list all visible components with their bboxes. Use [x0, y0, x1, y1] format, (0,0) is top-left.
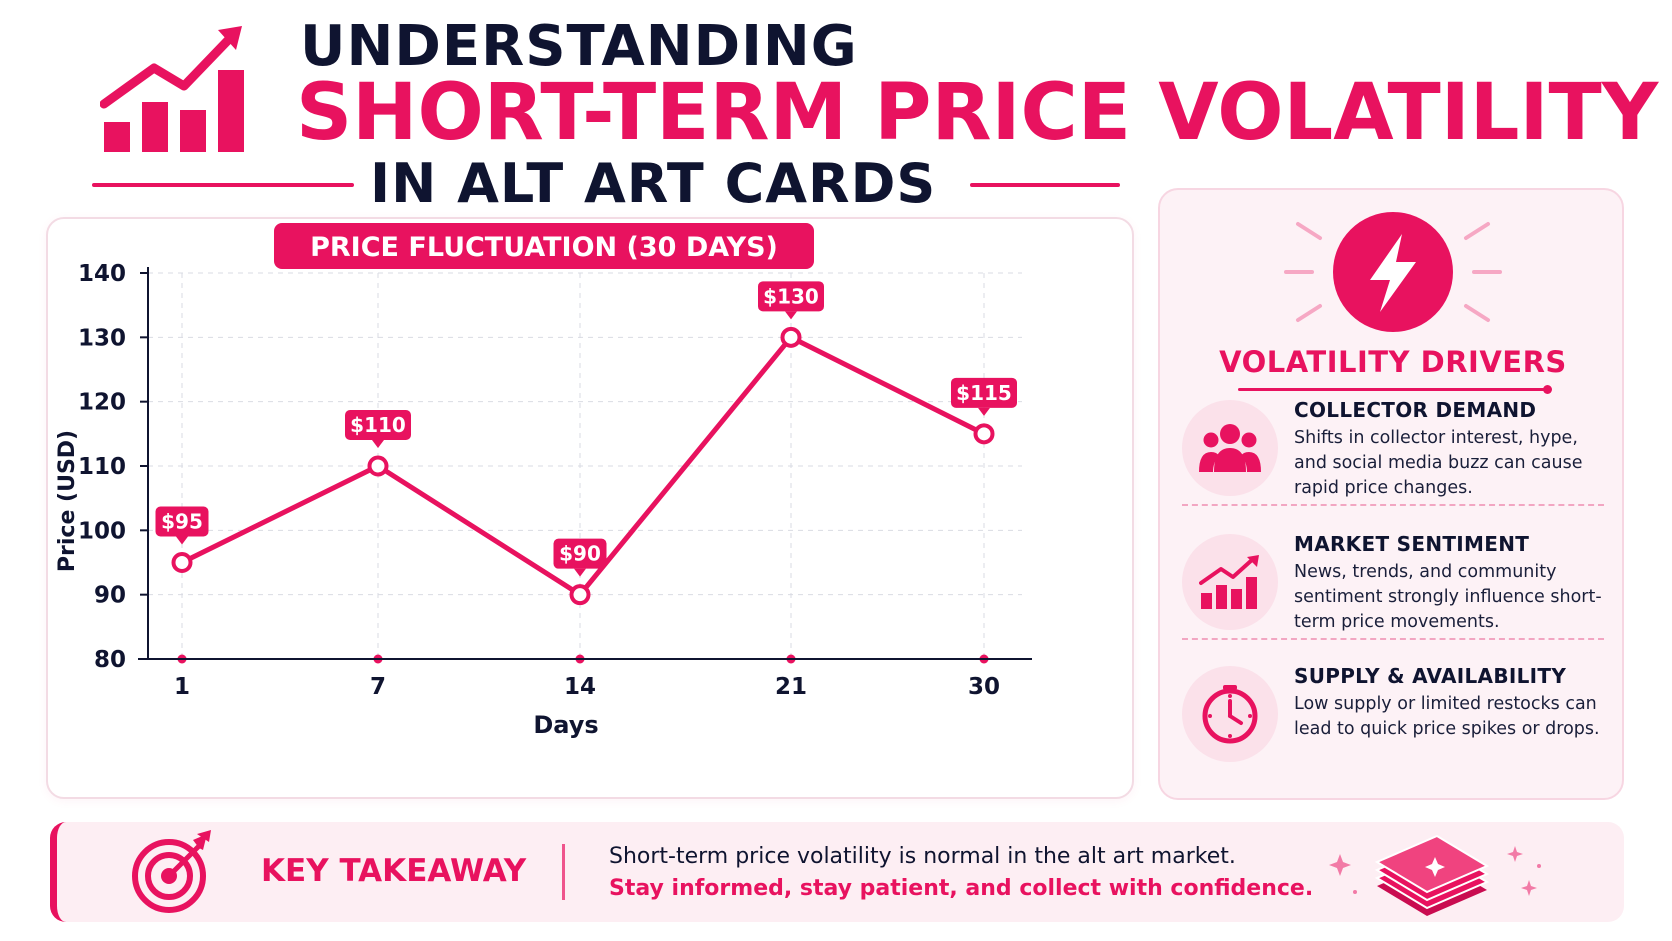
- price-line-chart: 80 90 100 110 120 130 140 1 7 14 21 30 $95 $110 $90 $1…: [55, 223, 1032, 739]
- driver-title: SUPPLY & AVAILABILITY: [1294, 664, 1567, 688]
- driver-title: MARKET SENTIMENT: [1294, 532, 1530, 556]
- driver-title: COLLECTOR DEMAND: [1294, 398, 1537, 422]
- driver-divider: [1182, 504, 1604, 506]
- key-takeaway-bar: KEY TAKEAWAY Short-term price volatility…: [50, 822, 1624, 922]
- takeaway-divider: [562, 844, 565, 900]
- target-icon: [132, 830, 211, 913]
- data-label: $95: [161, 510, 203, 534]
- y-tick-label: 120: [78, 390, 126, 416]
- data-label-bubble: [553, 538, 607, 569]
- data-point: [973, 423, 995, 445]
- driver-text: Low supply or limited restocks can lead …: [1294, 694, 1600, 739]
- data-point: [780, 326, 802, 348]
- chart-series: [171, 326, 995, 606]
- y-axis-label: Price (USD): [55, 430, 80, 572]
- chart-card: 80 90 100 110 120 130 140 1 7 14 21 30 $95 $110 $90 $1…: [46, 217, 1134, 799]
- x-tick-label: 14: [564, 674, 596, 700]
- x-tick-label: 30: [968, 674, 1000, 700]
- clock-icon: [1182, 666, 1278, 762]
- y-tick-label: 130: [78, 325, 126, 351]
- lightning-bolt-icon: [1284, 212, 1502, 332]
- data-label-pointer: [574, 568, 586, 577]
- y-tick-label: 100: [78, 518, 126, 544]
- card-stack-icon: [1329, 834, 1541, 916]
- chart-axes: 80 90 100 110 120 130 140 1 7 14 21 30: [78, 261, 1032, 700]
- data-point: [569, 584, 591, 606]
- y-tick-label: 110: [78, 454, 126, 480]
- data-point: [171, 552, 193, 573]
- data-label-bubble: [155, 506, 209, 537]
- data-label-bubble: [345, 410, 411, 440]
- trend-chart-icon: [1182, 534, 1278, 630]
- y-tick-label: 140: [78, 261, 126, 287]
- data-label: $90: [559, 542, 601, 566]
- rising-bar-chart-icon: [100, 26, 244, 152]
- x-tick-label: 21: [775, 674, 807, 700]
- data-label-pointer: [978, 407, 990, 416]
- people-group-icon: [1182, 400, 1278, 496]
- x-axis-label: Days: [533, 711, 598, 739]
- y-tick-label: 80: [94, 647, 126, 673]
- takeaway-text-line-1: Short-term price volatility is normal in…: [609, 844, 1236, 869]
- title-rule-left: [92, 183, 354, 187]
- x-tick-label: 7: [370, 674, 386, 700]
- driver-divider: [1182, 638, 1604, 640]
- volatility-drivers-title: VOLATILITY DRIVERS: [1219, 345, 1567, 379]
- title-rule-right: [970, 183, 1120, 187]
- volatility-drivers-panel: VOLATILITY DRIVERS COLLECTOR DEMAND Shif…: [1158, 188, 1624, 800]
- data-label-pointer: [372, 440, 384, 448]
- data-label-pointer: [176, 536, 188, 545]
- chart-title: PRICE FLUCTUATION (30 DAYS): [310, 232, 778, 263]
- data-label: $115: [956, 381, 1012, 405]
- data-label-bubble: [951, 377, 1017, 408]
- data-label-pointer: [785, 311, 797, 320]
- title-underline: [1238, 385, 1552, 394]
- takeaway-text-line-2: Stay informed, stay patient, and collect…: [609, 876, 1314, 901]
- data-label: $110: [350, 413, 406, 437]
- data-label: $130: [763, 284, 819, 308]
- driver-supply-availability: SUPPLY & AVAILABILITY Low supply or limi…: [1182, 660, 1612, 780]
- x-tick-label: 1: [174, 674, 190, 700]
- key-takeaway-label: KEY TAKEAWAY: [261, 853, 527, 889]
- chart-title-pill: [274, 223, 814, 269]
- driver-collector-demand: COLLECTOR DEMAND Shifts in collector int…: [1182, 394, 1612, 514]
- driver-text: News, trends, and community sentiment st…: [1294, 562, 1602, 632]
- chart-data-labels: $95 $110 $90 $130 $115: [155, 281, 1017, 577]
- driver-text: Shifts in collector interest, hype, and …: [1294, 428, 1583, 498]
- data-label-bubble: [758, 281, 824, 312]
- title-line-3: IN ALT ART CARDS: [370, 152, 937, 215]
- y-tick-label: 90: [94, 583, 126, 609]
- title-line-2: SHORT-TERM PRICE VOLATILITY: [296, 68, 1659, 158]
- data-point: [367, 455, 389, 477]
- title-line-1: UNDERSTANDING: [300, 14, 858, 79]
- driver-market-sentiment: MARKET SENTIMENT News, trends, and commu…: [1182, 528, 1612, 648]
